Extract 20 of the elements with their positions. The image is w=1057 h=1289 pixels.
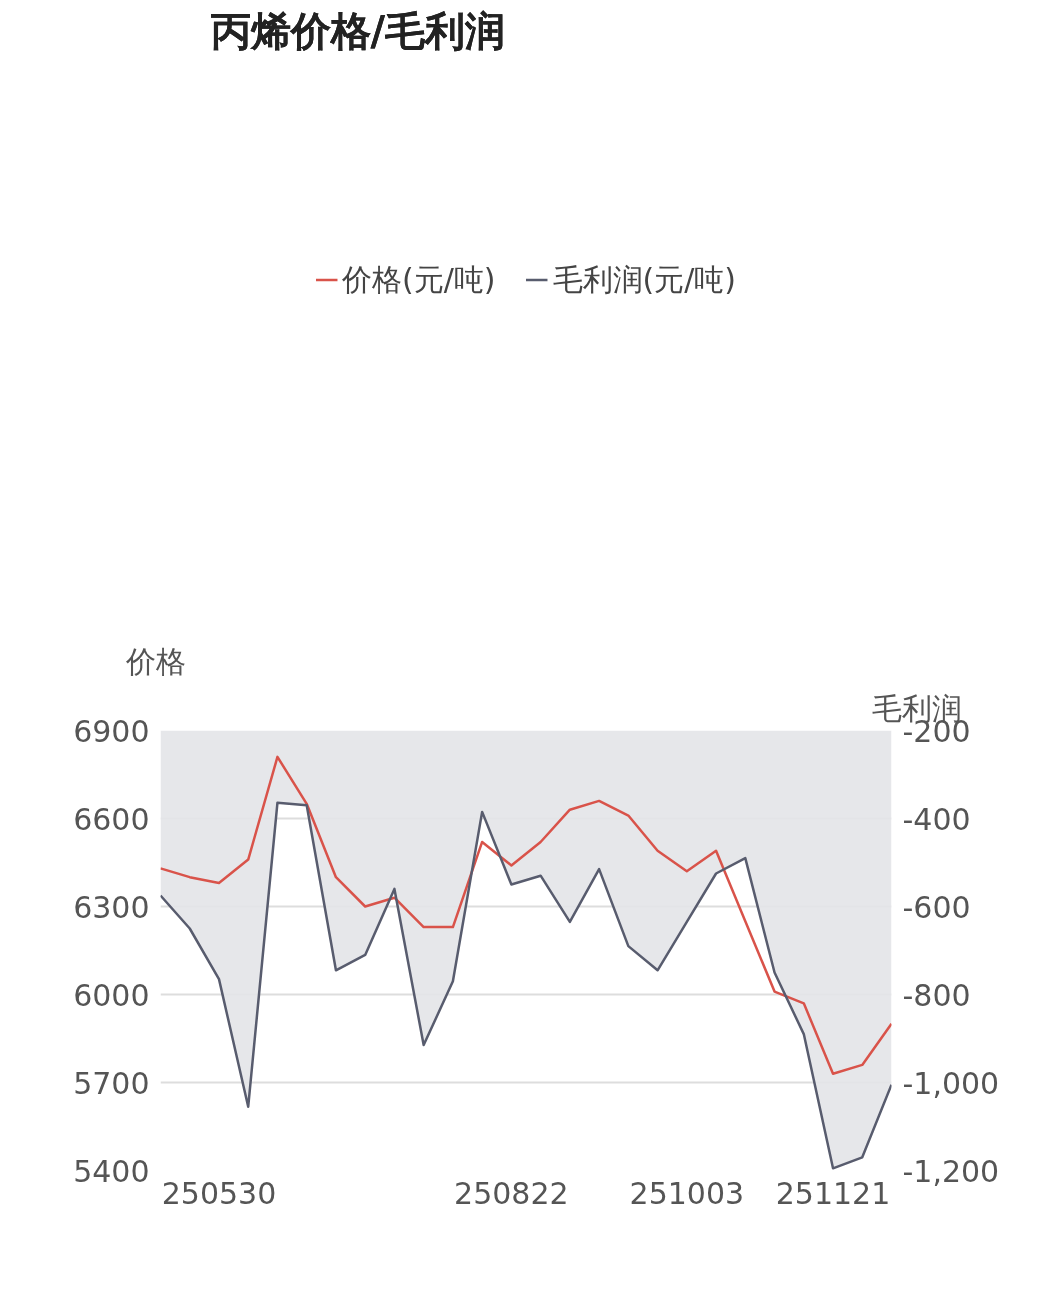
y-axis-title: 价格 <box>124 643 186 679</box>
chart-title: 丙烯价格/毛利润 <box>209 7 506 54</box>
legend-label: 价格(元/吨) <box>341 260 496 299</box>
y-tick-label: 6900 <box>73 713 150 749</box>
y2-tick-label: -800 <box>902 977 971 1013</box>
x-tick-label: 250530 <box>161 1175 277 1211</box>
y-tick-label: 5700 <box>73 1065 150 1101</box>
y2-tick-label: -1,200 <box>902 1153 1000 1189</box>
y-tick-label: 6000 <box>73 977 150 1013</box>
y-tick-label: 6300 <box>73 889 150 925</box>
x-tick-label: 250822 <box>454 1175 569 1211</box>
line-series <box>160 755 892 1075</box>
legend-label: 毛利润(元/吨) <box>552 260 737 299</box>
x-tick-label: 251003 <box>629 1175 745 1211</box>
y2-tick-label: -600 <box>902 889 971 925</box>
y-tick-label: 5400 <box>73 1153 150 1189</box>
y2-tick-label: -400 <box>902 801 971 837</box>
y-tick-label: 6600 <box>73 801 150 837</box>
y2-tick-label: -1,000 <box>902 1065 1000 1101</box>
x-tick-label: 251121 <box>775 1175 891 1211</box>
